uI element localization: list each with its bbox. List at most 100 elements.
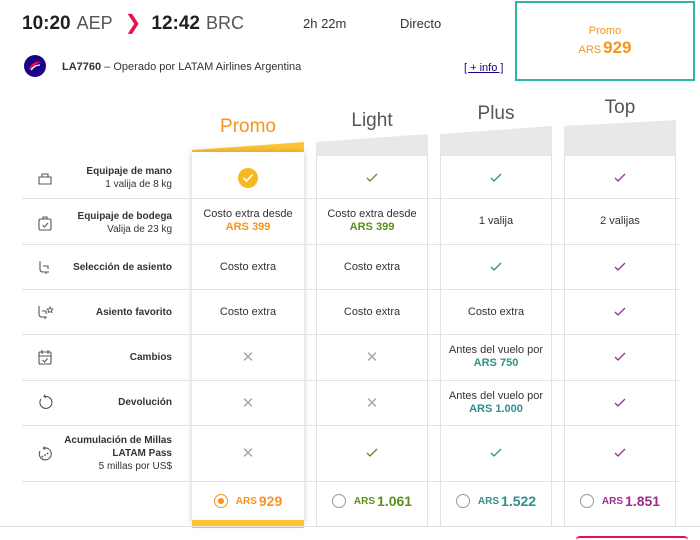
cell-text: Costo extra desde <box>327 208 417 220</box>
check-icon <box>564 427 676 479</box>
light-checked-bag-cell: Costo extra desde ARS 399 <box>316 200 428 242</box>
promo-hand-luggage-cell <box>192 160 304 196</box>
fare-price-top[interactable]: ARS 1.851 <box>564 490 676 512</box>
feature-title: Equipaje de bodega <box>77 211 172 222</box>
selected-fare-summary[interactable]: Promo ARS 929 <box>515 1 695 81</box>
departure-airport: AEP <box>76 13 113 33</box>
light-seat-cell: Costo extra <box>343 260 401 273</box>
price-amount: 1.061 <box>377 493 413 509</box>
feature-subtitle: 1 valija de 8 kg <box>105 179 172 190</box>
calendar-change-icon <box>38 350 52 365</box>
more-info-link[interactable]: [ + info ] <box>464 62 504 74</box>
selected-fare-currency: ARS <box>578 43 602 56</box>
fare-header-top[interactable]: Top <box>604 97 636 118</box>
continue-button[interactable] <box>576 536 688 540</box>
fare-column-plus[interactable] <box>440 154 552 526</box>
bottom-divider <box>0 526 700 527</box>
row-divider <box>22 481 680 482</box>
cell-price: ARS 750 <box>473 357 519 369</box>
radio-icon[interactable] <box>331 494 346 508</box>
selected-fare-price: ARS 929 <box>579 38 632 58</box>
miles-icon <box>38 446 52 461</box>
check-icon <box>440 427 552 479</box>
cross-icon: ✕ <box>241 348 255 366</box>
feature-title: Equipaje de mano <box>86 166 172 177</box>
feature-title: Cambios <box>129 352 172 363</box>
feature-row-seat-selection: Selección de asiento <box>0 253 180 281</box>
fare-header-plus[interactable]: Plus <box>477 103 515 124</box>
feature-title: Acumulación de Millas LATAM Pass <box>64 435 172 459</box>
fare-price-promo[interactable]: ARS 929 <box>192 490 304 512</box>
plus-refund-cell: Antes del vuelo por ARS 1.000 <box>440 382 552 424</box>
row-divider <box>22 244 680 245</box>
chevron-right-icon: ❯ <box>124 12 142 34</box>
fare-column-top[interactable] <box>564 154 676 526</box>
fare-price-plus[interactable]: ARS 1.522 <box>440 490 552 512</box>
promo-seat-cell: Costo extra <box>219 260 277 273</box>
check-icon <box>564 246 676 288</box>
check-icon <box>564 382 676 424</box>
cross-icon: ✕ <box>241 394 255 412</box>
feature-title: Devolución <box>118 397 172 408</box>
top-checked-bag-cell: 2 valijas <box>600 214 640 227</box>
operated-by: – Operado por LATAM Airlines Argentina <box>104 61 302 73</box>
cell-text: Costo extra desde <box>203 208 293 220</box>
price-currency: ARS <box>235 495 257 507</box>
cross-icon: ✕ <box>365 394 379 412</box>
price-amount: 929 <box>258 493 283 509</box>
row-divider <box>22 425 680 426</box>
radio-icon[interactable] <box>579 494 594 508</box>
feature-subtitle: 5 millas por US$ <box>98 461 172 472</box>
feature-row-checked-bag: Equipaje de bodega Valija de 23 kg <box>0 205 180 241</box>
feature-subtitle: Valija de 23 kg <box>107 224 172 235</box>
row-divider <box>22 289 680 290</box>
arrival-airport: BRC <box>206 13 245 33</box>
cell-price: ARS 399 <box>225 221 271 233</box>
row-divider <box>22 380 680 381</box>
price-amount: 1.522 <box>501 493 537 509</box>
cell-text: Antes del vuelo por <box>448 390 544 402</box>
feature-row-refund: Devolución <box>0 388 180 416</box>
selected-fare-name: Promo <box>588 24 622 37</box>
checked-bag-icon <box>38 216 52 231</box>
radio-icon[interactable] <box>455 494 470 508</box>
flight-operator-info: LA7760 – Operado por LATAM Airlines Arge… <box>62 61 301 73</box>
price-amount: 1.851 <box>625 493 661 509</box>
route-summary: 10:20 AEP ❯ 12:42 BRC <box>22 10 244 40</box>
fare-header-promo[interactable]: Promo <box>220 116 276 137</box>
promo-checked-bag-cell: Costo extra desde ARS 399 <box>192 200 304 242</box>
plus-checked-bag-cell: 1 valija <box>478 214 514 227</box>
plus-fav-seat-cell: Costo extra <box>467 305 525 318</box>
flight-number: LA7760 <box>62 61 102 73</box>
departure-time: 10:20 <box>22 13 71 34</box>
fare-column-promo[interactable] <box>192 152 304 524</box>
row-divider <box>22 198 680 199</box>
feature-title: Asiento favorito <box>95 307 172 318</box>
price-currency: ARS <box>601 495 624 507</box>
feature-title: Selección de asiento <box>73 262 172 273</box>
row-divider <box>22 334 680 335</box>
feature-row-hand-luggage: Equipaje de mano 1 valija de 8 kg <box>0 160 180 196</box>
radio-selected-icon[interactable] <box>213 494 228 508</box>
check-icon <box>564 336 676 378</box>
cross-icon: ✕ <box>365 348 379 366</box>
light-fav-seat-cell: Costo extra <box>343 305 401 318</box>
cell-text: Antes del vuelo por <box>448 344 544 356</box>
fare-price-light[interactable]: ARS 1.061 <box>316 490 428 512</box>
fare-column-light[interactable] <box>316 154 428 526</box>
hand-luggage-icon <box>38 173 52 185</box>
promo-fav-seat-cell: Costo extra <box>219 305 277 318</box>
fare-header-light[interactable]: Light <box>351 110 393 131</box>
check-icon <box>440 160 552 196</box>
flight-duration: 2h 22m <box>303 16 347 31</box>
selected-fare-amount: 929 <box>603 37 632 57</box>
refund-icon <box>39 394 53 409</box>
cell-price: ARS 399 <box>349 221 395 233</box>
arrival-time: 12:42 <box>151 13 201 34</box>
latam-logo-icon <box>24 55 46 77</box>
check-icon <box>316 427 428 479</box>
check-circle-icon <box>238 168 258 188</box>
check-icon <box>440 246 552 288</box>
feature-row-miles: Acumulación de Millas LATAM Pass 5 milla… <box>0 432 180 476</box>
promo-column-bottom-bar <box>192 520 304 528</box>
